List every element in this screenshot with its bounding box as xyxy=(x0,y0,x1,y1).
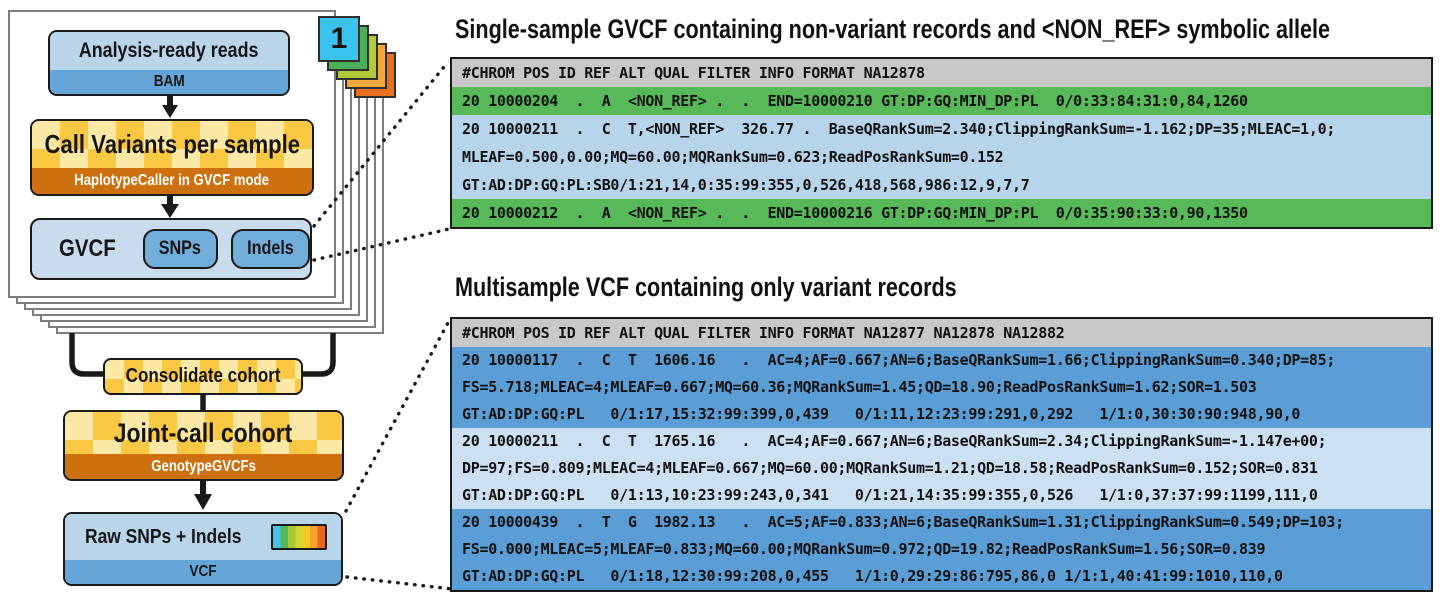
vcf-record-variant-site: 20 10000211 . C T,<NON_REF> 326.77 . Bas… xyxy=(452,115,1431,199)
vcf-record-line: 20 10000211 . C T 1765.16 . AC=4;AF=0.66… xyxy=(462,432,1327,450)
consolidate-cohort-box: Consolidate cohort xyxy=(103,358,303,395)
vcf-header-row: #CHROM POS ID REF ALT QUAL FILTER INFO F… xyxy=(452,59,1431,87)
vcf-record-line: GT:AD:DP:GQ:PL:SB0/1:21,14,0:35:99:355,0… xyxy=(462,176,1030,194)
vcf-record-variant-site: 20 10000211 . C T 1765.16 . AC=4;AF=0.66… xyxy=(452,428,1431,509)
bam-format-label: BAM xyxy=(153,73,185,90)
vcf-header-row: #CHROM POS ID REF ALT QUAL FILTER INFO F… xyxy=(452,319,1431,347)
gvcf-panel-title: Single-sample GVCF containing non-varian… xyxy=(455,14,1331,44)
vcf-record-line: GT:AD:DP:GQ:PL 0/1:17,15:32:99:399,0,439… xyxy=(462,405,1301,423)
joint-call-cohort-box: Joint-call cohort GenotypeGVCFs xyxy=(63,410,344,481)
vcf-record-line: GT:AD:DP:GQ:PL 0/1:13,10:23:99:243,0,341… xyxy=(462,486,1318,504)
vcf-record-line: 20 10000204 . A <NON_REF> . . END=100002… xyxy=(462,92,1248,110)
vcf-panel-title: Multisample VCF containing only variant … xyxy=(455,272,957,302)
rainbow-cohort-icon xyxy=(271,524,327,550)
analysis-ready-reads-box: Analysis-ready reads BAM xyxy=(48,30,290,96)
vcf-record-line: 20 10000211 . C T,<NON_REF> 326.77 . Bas… xyxy=(462,120,1336,138)
vcf-record-line: 20 10000212 . A <NON_REF> . . END=100002… xyxy=(462,204,1248,222)
vcf-record-line: 20 10000439 . T G 1982.13 . AC=5;AF=0.83… xyxy=(462,513,1344,531)
dotted-callout-vcf-bottom xyxy=(345,575,454,591)
snps-chip-label: SNPs xyxy=(159,238,202,259)
vcf-record-variant-site: 20 10000439 . T G 1982.13 . AC=5;AF=0.83… xyxy=(452,509,1431,590)
call-variants-box: Call Variants per sample HaplotypeCaller… xyxy=(30,119,314,196)
vcf-record-line: DP=97;FS=0.809;MLEAC=4;MLEAF=0.667;MQ=60… xyxy=(462,459,1318,477)
indels-chip-label: Indels xyxy=(247,238,294,259)
vcf-record-line: GT:AD:DP:GQ:PL 0/1:18,12:30:99:208,0,455… xyxy=(462,567,1283,585)
raw-snps-indels-label: Raw SNPs + Indels xyxy=(85,525,242,548)
call-variants-label: Call Variants per sample xyxy=(44,129,300,159)
sample-card-1: 1 xyxy=(318,16,360,62)
vcf-record-non-variant-block: 20 10000212 . A <NON_REF> . . END=100002… xyxy=(452,199,1431,227)
vcf-record-non-variant-block: 20 10000204 . A <NON_REF> . . END=100002… xyxy=(452,87,1431,115)
dotted-callout-vcf-top xyxy=(344,319,451,513)
genotypegvcfs-tool-label: GenotypeGVCFs xyxy=(151,457,256,475)
consolidate-cohort-label: Consolidate cohort xyxy=(125,365,281,387)
vcf-record-line: 20 10000117 . C T 1606.16 . AC=4;AF=0.66… xyxy=(462,351,1336,369)
sample-number-label: 1 xyxy=(330,22,348,55)
haplotypecaller-tool-label: HaplotypeCaller in GVCF mode xyxy=(74,172,270,189)
indels-chip: Indels xyxy=(230,229,310,269)
bracket-left xyxy=(69,333,103,377)
raw-snps-indels-box: Raw SNPs + Indels VCF xyxy=(63,512,343,586)
vcf-format-label: VCF xyxy=(189,563,217,580)
analysis-ready-reads-label: Analysis-ready reads xyxy=(79,39,259,62)
joint-call-label: Joint-call cohort xyxy=(114,417,293,448)
bracket-right xyxy=(303,333,336,377)
vcf-records-table: #CHROM POS ID REF ALT QUAL FILTER INFO F… xyxy=(450,317,1433,592)
vcf-record-line: FS=0.000;MLEAC=5;MLEAF=0.833;MQ=60.00;MQ… xyxy=(462,540,1266,558)
vcf-record-line: FS=5.718;MLEAC=4;MLEAF=0.667;MQ=60.36;MQ… xyxy=(462,378,1257,396)
gvcf-label: GVCF xyxy=(59,235,116,262)
vcf-record-variant-site: 20 10000117 . C T 1606.16 . AC=4;AF=0.66… xyxy=(452,347,1431,428)
gvcf-records-table: #CHROM POS ID REF ALT QUAL FILTER INFO F… xyxy=(450,57,1433,229)
arrowhead-jointcall xyxy=(194,494,212,510)
vcf-record-line: MLEAF=0.500,0.00;MQ=60.00;MQRankSum=0.62… xyxy=(462,148,1004,166)
gvcf-output-box: GVCF SNPs Indels xyxy=(30,218,312,280)
snps-chip: SNPs xyxy=(142,229,218,269)
